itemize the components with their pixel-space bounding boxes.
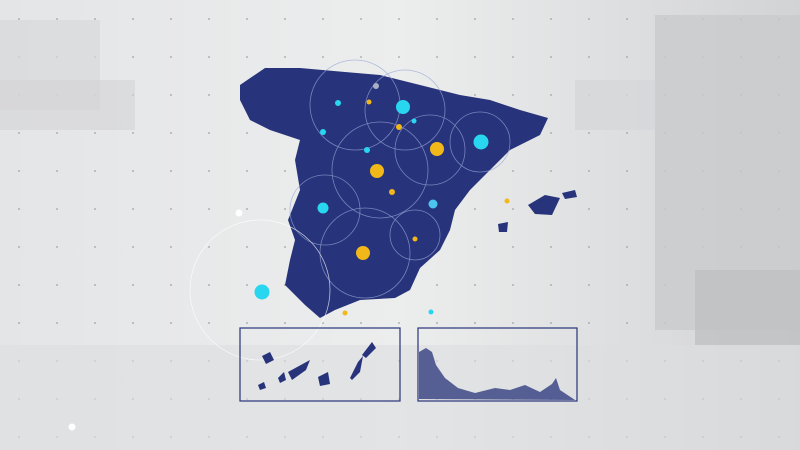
ceuta-melilla-inset: [417, 327, 578, 402]
island: [498, 222, 508, 232]
panel: [695, 270, 800, 345]
panel: [575, 80, 655, 130]
island: [528, 195, 560, 215]
markers: [68, 83, 510, 431]
canary-inset: [239, 327, 401, 402]
panel: [0, 80, 135, 130]
island: [562, 190, 577, 199]
canary-islands: [258, 342, 376, 390]
coastline: [419, 348, 575, 400]
